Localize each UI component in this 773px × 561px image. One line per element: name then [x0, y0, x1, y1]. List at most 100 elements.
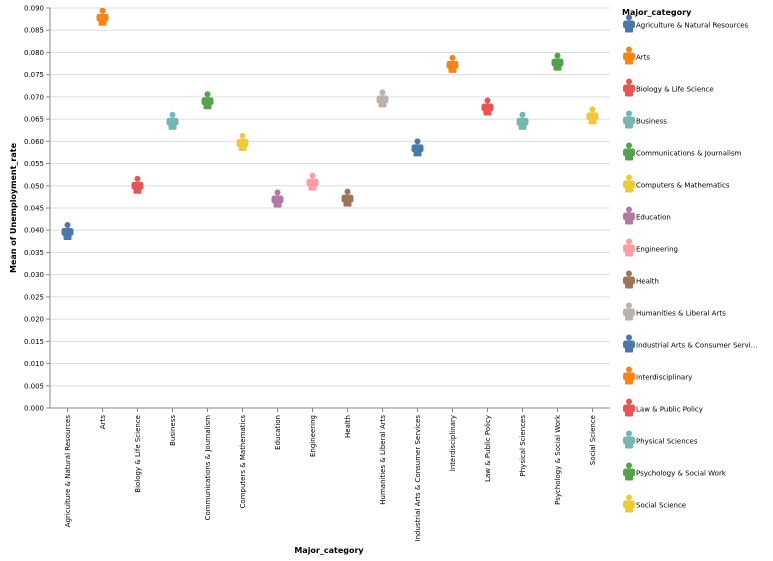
legend-label: Industrial Arts & Consumer Servi…	[636, 342, 758, 350]
data-point	[411, 138, 424, 157]
legend-label: Psychology & Social Work	[636, 470, 727, 478]
legend-item: Psychology & Social Work	[623, 462, 727, 481]
data-point	[586, 106, 599, 125]
x-tick-label: Industrial Arts & Consumer Services	[414, 415, 422, 542]
legend-item: Health	[623, 270, 659, 289]
data-point	[61, 221, 74, 240]
legend-item: Education	[623, 206, 671, 225]
legend-item: Engineering	[623, 238, 678, 257]
data-point	[271, 189, 284, 208]
x-tick-label: Biology & Life Science	[134, 415, 142, 493]
data-point	[376, 89, 389, 108]
legend-item: Agriculture & Natural Resources	[623, 14, 749, 33]
data-point	[131, 175, 144, 194]
data-point	[306, 172, 319, 191]
y-tick-label: 0.070	[24, 93, 44, 101]
legend-title: Major_category	[622, 8, 692, 17]
y-tick-label: 0.055	[24, 160, 44, 168]
y-tick-label: 0.025	[24, 293, 44, 301]
legend-symbol	[623, 14, 635, 33]
legend-symbol	[623, 110, 635, 129]
y-tick-label: 0.040	[24, 227, 44, 235]
legend-label: Health	[636, 278, 659, 286]
legend-label: Humanities & Liberal Arts	[636, 310, 726, 318]
y-tick-label: 0.085	[24, 27, 44, 35]
y-tick-label: 0.080	[24, 49, 44, 57]
legend-symbol	[623, 302, 635, 321]
data-point	[201, 91, 214, 110]
x-tick-label: Engineering	[309, 415, 317, 457]
legend-symbol	[623, 78, 635, 97]
x-tick-label: Health	[344, 415, 352, 438]
legend-item: Interdisciplinary	[623, 366, 692, 385]
legend-label: Engineering	[636, 246, 678, 254]
x-tick-label: Law & Public Policy	[484, 415, 492, 482]
y-gridlines	[50, 7, 610, 409]
legend-item: Humanities & Liberal Arts	[623, 302, 726, 321]
y-tick-label: 0.035	[24, 249, 44, 257]
y-tick-label: 0.020	[24, 316, 44, 324]
legend-symbol	[623, 366, 635, 385]
x-tick-label: Psychology & Social Work	[554, 414, 562, 505]
legend-symbol	[623, 238, 635, 257]
legend-label: Computers & Mathematics	[636, 182, 730, 190]
x-tick-label: Agriculture & Natural Resources	[64, 415, 72, 528]
x-tick-label: Computers & Mathematics	[239, 415, 247, 509]
y-tick-label: 0.015	[24, 338, 44, 346]
legend-label: Arts	[636, 54, 650, 62]
y-tick-label: 0.050	[24, 182, 44, 190]
legend-item: Communications & Journalism	[623, 142, 742, 161]
legend-item: Biology & Life Science	[623, 78, 714, 97]
y-tick-label: 0.075	[24, 71, 44, 79]
legend-symbol	[623, 398, 635, 417]
x-tick-label: Communications & Journalism	[204, 415, 212, 521]
y-axis-title: Mean of Unemployment_rate	[9, 142, 18, 273]
legend-label: Physical Sciences	[636, 438, 698, 446]
legend-label: Business	[636, 118, 667, 126]
x-tick-label: Social Science	[589, 415, 597, 465]
legend-item: Arts	[623, 46, 650, 65]
y-tick-label: 0.010	[24, 360, 44, 368]
legend-symbol	[623, 494, 635, 513]
legend-symbol	[623, 206, 635, 225]
data-points	[61, 7, 599, 240]
x-tick-label: Humanities & Liberal Arts	[379, 415, 387, 505]
legend-label: Education	[636, 214, 671, 222]
x-tick-label: Education	[274, 415, 282, 450]
legend-symbol	[623, 334, 635, 353]
y-tick-label: 0.065	[24, 116, 44, 124]
legend-symbol	[623, 46, 635, 65]
data-point	[96, 7, 109, 26]
y-tick-label: 0.030	[24, 271, 44, 279]
data-point	[551, 52, 564, 71]
legend: Major_category Agriculture & Natural Res…	[622, 8, 758, 513]
y-tick-label: 0.060	[24, 138, 44, 146]
x-tick-label: Arts	[99, 415, 107, 429]
x-tick-label: Interdisciplinary	[449, 415, 457, 471]
y-tick-label: 0.000	[24, 405, 44, 413]
x-axis-ticks: Agriculture & Natural Resources Arts Biolo…	[64, 408, 597, 541]
legend-item: Business	[623, 110, 667, 129]
legend-symbol	[623, 462, 635, 481]
data-point	[446, 54, 459, 73]
data-point	[516, 111, 529, 130]
legend-symbol	[623, 270, 635, 289]
legend-item: Industrial Arts & Consumer Servi…	[623, 334, 758, 353]
data-point	[236, 133, 249, 152]
x-tick-label: Physical Sciences	[519, 415, 527, 477]
y-axis-ticks: 0.000 0.005 0.010 0.015 0.020 0.025 0.030 0.035…	[24, 5, 50, 413]
legend-label: Social Science	[636, 502, 686, 510]
x-tick-label: Business	[169, 415, 177, 446]
legend-label: Biology & Life Science	[636, 86, 714, 94]
legend-item: Physical Sciences	[623, 430, 698, 449]
legend-label: Communications & Journalism	[636, 150, 742, 158]
legend-label: Law & Public Policy	[636, 406, 703, 414]
data-point	[166, 111, 179, 130]
legend-item: Law & Public Policy	[623, 398, 703, 417]
x-axis-title: Major_category	[294, 546, 364, 555]
legend-symbol	[623, 174, 635, 193]
legend-item: Social Science	[623, 494, 686, 513]
y-tick-label: 0.005	[24, 382, 44, 390]
legend-symbol	[623, 142, 635, 161]
